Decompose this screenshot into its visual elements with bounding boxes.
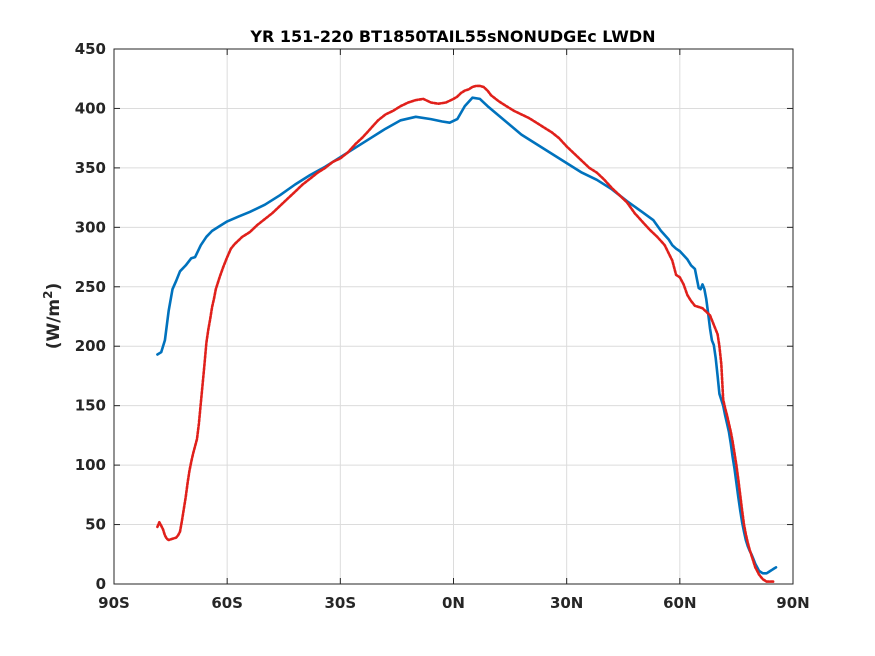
tick-marks — [113, 48, 794, 585]
y-tick-label: 400 — [75, 99, 106, 117]
x-tick-label: 90S — [98, 594, 130, 612]
x-tick-label: 90N — [776, 594, 809, 612]
y-axis-label: (W/m2) — [41, 283, 64, 350]
y-tick-label: 100 — [75, 456, 106, 474]
y-tick-label: 250 — [75, 278, 106, 296]
series-line-1 — [156, 96, 778, 575]
y-tick-labels: 0 50 100 150 200 250 300 350 400 450 — [75, 40, 106, 593]
y-axis-label-superscript: 2 — [41, 290, 55, 298]
x-tick-labels: 90S 60S 30S 0N 30N 60N 90N — [98, 594, 810, 612]
y-tick-label: 150 — [75, 397, 106, 415]
series-group — [156, 84, 778, 583]
y-axis-label-close: ) — [44, 283, 64, 291]
y-tick-label: 350 — [75, 159, 106, 177]
x-tick-label: 60S — [211, 594, 243, 612]
y-tick-label: 450 — [75, 40, 106, 58]
series-line-2 — [156, 84, 776, 583]
y-tick-label: 0 — [96, 575, 106, 593]
y-axis-label-main: (W/m — [44, 299, 64, 349]
x-tick-label: 30S — [324, 594, 356, 612]
y-tick-label: 200 — [75, 337, 106, 355]
y-tick-label: 50 — [85, 516, 106, 534]
x-tick-label: 60N — [663, 594, 696, 612]
x-tick-label: 0N — [442, 594, 465, 612]
y-tick-label: 300 — [75, 218, 106, 236]
chart-title: YR 151-220 BT1850TAIL55sNONUDGEc LWDN — [249, 27, 655, 46]
x-tick-label: 30N — [550, 594, 583, 612]
